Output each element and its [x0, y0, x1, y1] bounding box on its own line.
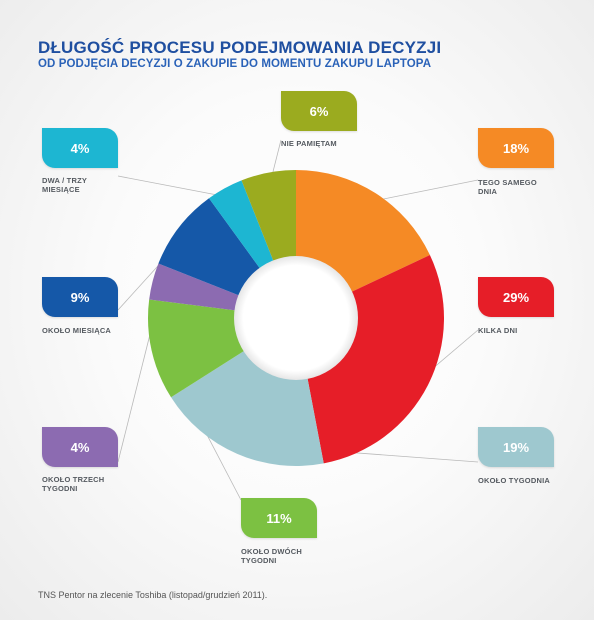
value-badge: 18% — [478, 128, 554, 168]
slice-label: DWA / TRZY MIESIĄCE — [42, 176, 87, 194]
leader-line — [369, 179, 479, 203]
slice-label: KILKA DNI — [478, 326, 518, 335]
value-badge: 4% — [42, 427, 118, 467]
slice-label: OKOŁO MIESIĄCA — [42, 326, 112, 335]
chart-subtitle: OD PODJĘCIA DECYZJI O ZAKUPIE DO MOMENTU… — [38, 58, 432, 70]
slice-label: OKOŁO TYGODNIA — [478, 476, 550, 485]
slice-label: TEGO SAMEGO DNIA — [478, 178, 537, 196]
value-badge: 29% — [478, 277, 554, 317]
value-badge: 6% — [281, 91, 357, 131]
source-note: TNS Pentor na zlecenie Toshiba (listopad… — [38, 590, 268, 600]
chart-title: DŁUGOŚĆ PROCESU PODEJMOWANIA DECYZJI — [38, 38, 442, 57]
slice-label: OKOŁO DWÓCH TYGODNI — [241, 547, 302, 565]
slice-label: OKOŁO TRZECH TYGODNI — [42, 475, 105, 493]
value-badge: 11% — [241, 498, 317, 538]
value-badge: 19% — [478, 427, 554, 467]
donut-hole — [234, 256, 358, 380]
value-badge: 9% — [42, 277, 118, 317]
value-badge: 4% — [42, 128, 118, 168]
slice-label: NIE PAMIĘTAM — [281, 139, 337, 148]
leader-line — [117, 175, 230, 198]
